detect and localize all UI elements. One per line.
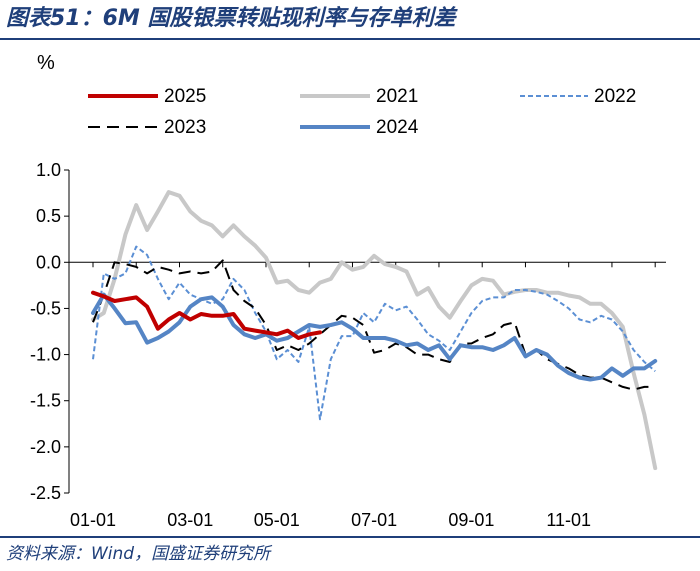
line-chart: 2025 2021 2022 2023 2024 1.0 0.5 0.0 -0.5 -1.0 -1… [30,86,666,530]
legend-label-2025: 2025 [164,86,206,107]
source-rule [0,536,700,538]
y-tick-label: -1.0 [30,345,61,365]
x-tick-label: 11-01 [546,510,591,530]
y-unit-label: % [37,52,55,74]
x-tick-label: 01-01 [70,510,116,530]
series-line-2022 [92,245,656,421]
series-line-2024 [91,292,658,382]
y-tick-label: 0.0 [36,252,61,272]
y-tick-label: -2.0 [30,437,61,457]
x-tick-label: 05-01 [254,510,300,530]
figure-title: 图表51：6M 国股银票转贴现利率与存单利差 [6,6,456,31]
y-tick-label: 1.0 [36,160,61,180]
series-line-2021 [91,190,658,471]
source-note: 资料来源：Wind，国盛证券研究所 [6,544,271,564]
legend-label-2024: 2024 [376,117,419,138]
legend-label-2022: 2022 [594,86,636,107]
chart-series [91,190,658,471]
legend-label-2021: 2021 [376,86,418,107]
y-tick-label: -0.5 [30,298,61,318]
y-tick-label: 0.5 [36,206,61,226]
title-rule [0,38,700,40]
y-tick-label: -2.5 [30,483,61,503]
series-line-2025 [91,290,322,340]
series-line-2023 [92,259,656,391]
x-tick-label: 07-01 [351,510,397,530]
chart-axes: 1.0 0.5 0.0 -0.5 -1.0 -1.5 -2.0 -2.5 01-01 03-01 0… [30,160,666,530]
chart-legend: 2025 2021 2022 2023 2024 [88,86,636,138]
y-tick-label: -1.5 [30,391,61,411]
x-tick-label: 09-01 [448,510,494,530]
x-tick-label: 03-01 [167,510,213,530]
legend-label-2023: 2023 [164,117,206,138]
